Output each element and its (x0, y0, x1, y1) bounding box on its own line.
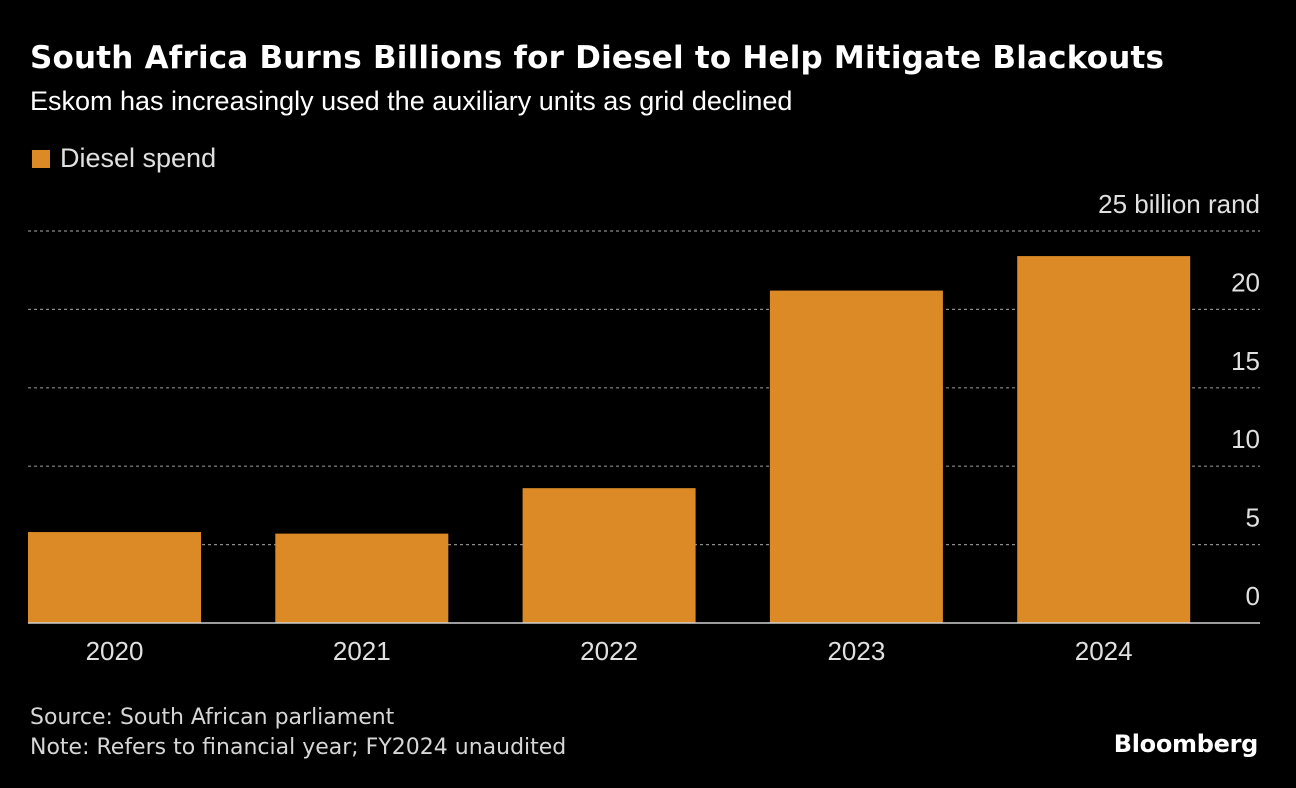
bar-2023 (769, 290, 943, 623)
bloomberg-logo: Bloomberg (1113, 730, 1259, 758)
bar-2024 (1017, 256, 1191, 623)
y-tick-label: 10 (1231, 424, 1260, 454)
y-tick-label: 5 (1246, 503, 1260, 533)
bar-2022 (522, 488, 696, 623)
x-tick-label: 2023 (827, 636, 885, 666)
chart-title: South Africa Burns Billions for Diesel t… (30, 40, 1165, 76)
x-tick-label: 2022 (580, 636, 638, 666)
source-note: Source: South African parliament (30, 705, 395, 730)
y-tick-label: 25 billion rand (1098, 189, 1260, 219)
y-tick-label: 20 (1231, 267, 1260, 297)
y-tick-label: 0 (1246, 581, 1260, 611)
chart-subtitle: Eskom has increasingly used the auxiliar… (30, 86, 793, 116)
legend-label: Diesel spend (60, 143, 217, 173)
legend-swatch (32, 149, 50, 168)
footnote: Note: Refers to financial year; FY2024 u… (30, 735, 567, 760)
x-tick-label: 2021 (333, 636, 391, 666)
bar-2020 (28, 532, 201, 623)
y-tick-label: 15 (1231, 346, 1260, 376)
legend: Diesel spend (32, 143, 216, 174)
x-tick-label: 2024 (1075, 636, 1133, 666)
bar-2021 (275, 533, 449, 623)
x-tick-label: 2020 (86, 636, 144, 666)
bar-chart: 0 5 10 15 20 25 billion rand 2020 2021 2022 2023 2… (28, 189, 1260, 666)
